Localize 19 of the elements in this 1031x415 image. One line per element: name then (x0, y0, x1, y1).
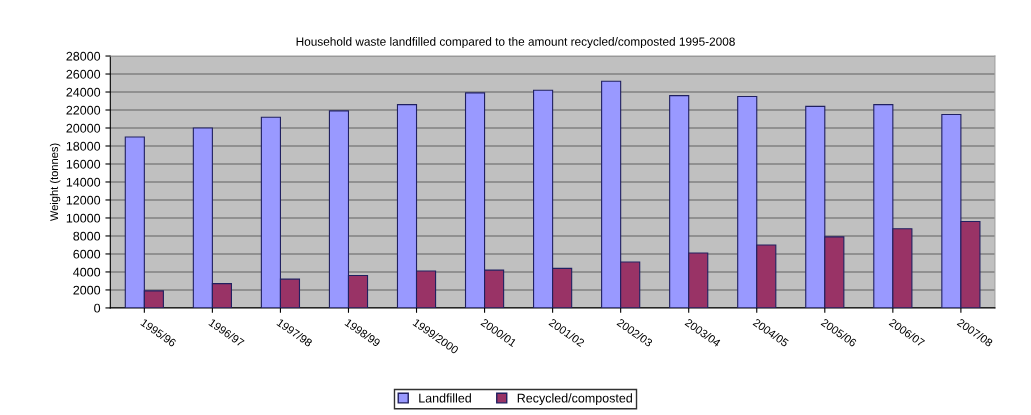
y-tick-label: 2000 (73, 285, 101, 295)
y-tick-label: 8000 (73, 231, 101, 241)
y-tick-label: 16000 (66, 159, 101, 169)
y-tick-label: 24000 (66, 87, 101, 97)
legend-label: Landfilled (419, 393, 471, 403)
y-tick-label: 26000 (66, 69, 101, 79)
y-tick-label: 14000 (66, 177, 101, 187)
y-tick-label: 28000 (66, 51, 101, 61)
chart-title: Household waste landfilled compared to the amount recycled/composted 1995-2008 (296, 37, 735, 49)
y-tick-label: 6000 (73, 249, 101, 259)
y-tick-label: 12000 (66, 195, 101, 205)
y-tick-label: 0 (94, 303, 101, 313)
y-tick-label: 22000 (66, 105, 101, 115)
legend-label: Recycled/composted (517, 393, 632, 405)
y-tick-label: 20000 (66, 123, 101, 133)
y-tick-label: 18000 (66, 141, 101, 151)
y-tick-label: 4000 (73, 267, 101, 277)
y-tick-label: 10000 (66, 213, 101, 223)
y-axis-title: Weight (tonnes) (49, 143, 61, 222)
